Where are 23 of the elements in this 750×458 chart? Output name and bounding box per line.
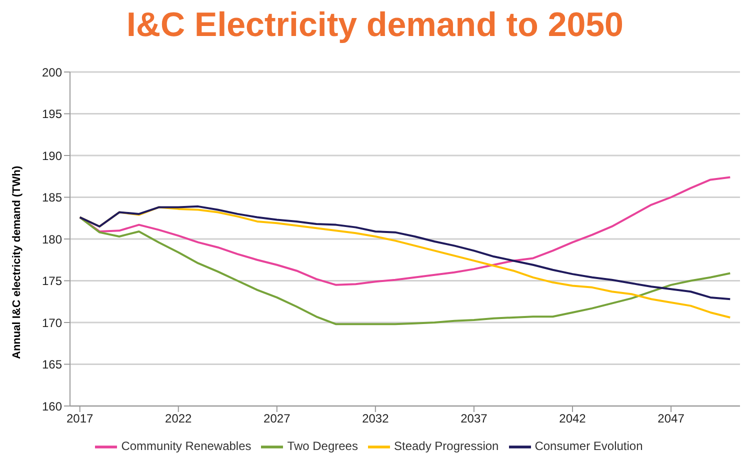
line-series	[78, 205, 732, 300]
y-tick-label: 160	[42, 399, 62, 414]
chart-title: I&C Electricity demand to 2050	[126, 6, 624, 46]
y-tick-label: 195	[42, 107, 62, 122]
x-tick-label: 2037	[460, 412, 488, 426]
x-tick-label: 2047	[658, 412, 685, 426]
y-tick-label: 190	[42, 148, 62, 163]
y-tick-label: 180	[42, 232, 62, 246]
y-tick-label: 165	[42, 358, 62, 372]
y-tick-label: 170	[42, 316, 62, 330]
legend-label: Two Degrees	[287, 439, 358, 454]
y-axis-title: Annual I&C electricity demand (TWh)	[10, 166, 23, 359]
x-tick-label: 2017	[66, 412, 94, 426]
x-tick-label: 2027	[264, 412, 291, 426]
x-tick-label: 2042	[559, 412, 586, 426]
legend-label: Community Renewables	[121, 439, 252, 454]
legend-label: Consumer Evolution	[534, 439, 643, 454]
x-tick-label: 2022	[165, 412, 192, 426]
legend-label: Steady Progression	[394, 439, 499, 454]
x-tick-label: 2032	[362, 412, 390, 426]
y-tick-label: 185	[42, 190, 62, 205]
y-tick-label: 200	[42, 65, 62, 80]
y-tick-label: 175	[42, 274, 62, 288]
